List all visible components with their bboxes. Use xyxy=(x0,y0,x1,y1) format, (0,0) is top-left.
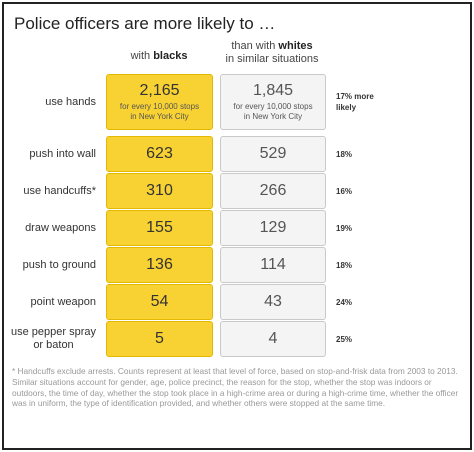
value-blacks: 310 xyxy=(146,182,173,199)
cell-subnote: for every 10,000 stops xyxy=(119,102,200,111)
column-header-whites-bold: whites xyxy=(278,40,313,52)
cell-blacks: 2,165 for every 10,000 stops in New York C… xyxy=(106,74,213,130)
row-label: draw weapons xyxy=(25,221,96,234)
cell-subnote: for every 10,000 stops xyxy=(233,102,313,111)
percent-difference: 18% xyxy=(336,260,353,270)
row-label: use hands xyxy=(45,95,96,108)
column-header-whites-line2: in similar situations xyxy=(225,53,319,65)
column-header-blacks-prefix: with xyxy=(130,50,154,62)
row-label: use handcuffs* xyxy=(23,184,96,197)
value-blacks: 155 xyxy=(146,219,173,236)
value-blacks: 623 xyxy=(146,145,173,162)
cell-blacks: 136 xyxy=(106,247,213,283)
cell-subnote: in New York City xyxy=(243,112,303,121)
value-whites: 129 xyxy=(259,219,287,236)
cell-blacks: 623 xyxy=(106,136,213,172)
value-blacks: 5 xyxy=(155,330,164,347)
column-header-whites-prefix: than with xyxy=(231,40,279,52)
column-header-whites: than with whites in similar situations xyxy=(216,40,328,66)
value-blacks: 54 xyxy=(150,293,169,310)
cell-blacks: 155 xyxy=(106,210,213,246)
value-whites: 4 xyxy=(268,330,278,347)
column-header-blacks: with blacks xyxy=(104,50,214,63)
cell-whites: 4 xyxy=(220,321,326,357)
chart-title: Police officers are more likely to … xyxy=(14,14,276,33)
cell-blacks: 54 xyxy=(106,284,213,320)
cell-whites: 114 xyxy=(220,247,326,283)
percent-difference: 17% more likely xyxy=(336,92,374,112)
cell-whites: 1,845 for every 10,000 stops in New York C… xyxy=(220,74,326,130)
value-whites: 529 xyxy=(259,145,287,162)
cell-blacks: 310 xyxy=(106,173,213,209)
value-whites: 266 xyxy=(259,182,287,199)
footnote: * Handcuffs exclude arrests. Counts repr… xyxy=(12,366,459,409)
percent-difference: 24% xyxy=(336,297,353,307)
percent-difference: 25% xyxy=(336,334,353,344)
cell-whites: 266 xyxy=(220,173,326,209)
cell-whites: 43 xyxy=(220,284,326,320)
cell-whites: 529 xyxy=(220,136,326,172)
percent-difference: 19% xyxy=(336,223,353,233)
cell-blacks: 5 xyxy=(106,321,213,357)
cell-subnote: in New York City xyxy=(130,112,189,121)
value-blacks: 136 xyxy=(146,256,173,273)
cell-whites: 129 xyxy=(220,210,326,246)
value-blacks: 2,165 xyxy=(139,82,180,99)
value-whites: 1,845 xyxy=(252,82,294,99)
value-whites: 114 xyxy=(260,256,286,273)
row-label: push to ground xyxy=(22,258,96,271)
percent-difference: 16% xyxy=(336,186,353,196)
value-whites: 43 xyxy=(264,293,282,310)
row-label: use pepper spray or baton xyxy=(11,326,96,351)
row-label: point weapon xyxy=(30,295,96,308)
row-label: push into wall xyxy=(29,147,96,160)
percent-difference: 18% xyxy=(336,149,353,159)
column-header-blacks-bold: blacks xyxy=(153,50,188,62)
